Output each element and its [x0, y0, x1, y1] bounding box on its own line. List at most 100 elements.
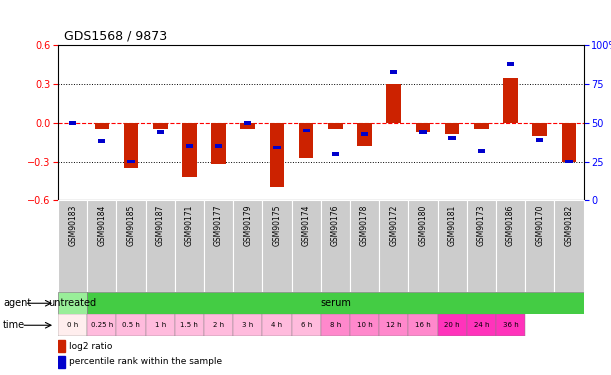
Text: GDS1568 / 9873: GDS1568 / 9873	[64, 29, 167, 42]
Text: GSM90180: GSM90180	[419, 205, 428, 246]
Bar	[350, 314, 379, 336]
Bar	[153, 123, 167, 129]
Text: GSM90170: GSM90170	[535, 205, 544, 246]
Bar	[419, 130, 426, 134]
Bar	[321, 314, 350, 336]
Text: 6 h: 6 h	[301, 322, 312, 328]
Bar	[478, 149, 485, 153]
Bar	[291, 200, 321, 292]
Bar	[302, 129, 310, 132]
Bar	[145, 200, 175, 292]
Bar	[117, 314, 145, 336]
Text: untreated: untreated	[49, 298, 97, 308]
Bar	[175, 200, 204, 292]
Bar	[474, 123, 489, 129]
Text: GSM90187: GSM90187	[156, 205, 165, 246]
Bar	[87, 200, 117, 292]
Bar	[299, 123, 313, 158]
Text: GSM90186: GSM90186	[506, 205, 515, 246]
Text: log2 ratio: log2 ratio	[68, 342, 112, 351]
Text: GSM90185: GSM90185	[126, 205, 136, 246]
Bar	[233, 200, 262, 292]
Text: 10 h: 10 h	[357, 322, 373, 328]
Text: GSM90179: GSM90179	[243, 205, 252, 246]
Text: 1.5 h: 1.5 h	[180, 322, 199, 328]
Text: 16 h: 16 h	[415, 322, 431, 328]
Text: time: time	[3, 320, 25, 330]
Bar	[507, 62, 514, 66]
Bar	[182, 123, 197, 177]
Bar	[273, 146, 280, 150]
Bar	[269, 123, 284, 188]
Text: GSM90176: GSM90176	[331, 205, 340, 246]
Bar	[117, 200, 145, 292]
Text: 0.25 h: 0.25 h	[90, 322, 113, 328]
Bar	[503, 78, 518, 123]
Bar	[408, 314, 437, 336]
Bar	[437, 200, 467, 292]
Text: percentile rank within the sample: percentile rank within the sample	[68, 357, 222, 366]
Bar	[204, 314, 233, 336]
Bar	[536, 138, 543, 142]
Bar	[321, 200, 350, 292]
Text: 12 h: 12 h	[386, 322, 401, 328]
Bar	[467, 314, 496, 336]
Bar	[233, 314, 262, 336]
Bar	[496, 200, 525, 292]
Bar	[565, 160, 573, 164]
Bar	[175, 314, 204, 336]
Text: GSM90172: GSM90172	[389, 205, 398, 246]
Text: 1 h: 1 h	[155, 322, 166, 328]
Text: GSM90173: GSM90173	[477, 205, 486, 246]
Bar	[58, 200, 87, 292]
Bar	[186, 144, 193, 148]
Text: GSM90183: GSM90183	[68, 205, 77, 246]
Bar	[123, 123, 138, 168]
Bar	[58, 356, 65, 368]
Text: serum: serum	[320, 298, 351, 308]
Bar	[415, 123, 430, 132]
Bar	[350, 200, 379, 292]
Text: GSM90182: GSM90182	[565, 205, 573, 246]
Bar	[145, 314, 175, 336]
Bar	[332, 152, 339, 156]
Bar	[69, 121, 76, 124]
Bar	[58, 292, 87, 314]
Text: GSM90177: GSM90177	[214, 205, 223, 246]
Bar	[58, 340, 65, 352]
Text: 2 h: 2 h	[213, 322, 224, 328]
Text: 20 h: 20 h	[444, 322, 460, 328]
Text: GSM90174: GSM90174	[302, 205, 310, 246]
Text: GSM90178: GSM90178	[360, 205, 369, 246]
Bar	[525, 200, 554, 292]
Text: 8 h: 8 h	[330, 322, 341, 328]
Bar	[379, 200, 408, 292]
Bar	[244, 121, 252, 124]
Bar	[437, 314, 467, 336]
Text: GSM90184: GSM90184	[97, 205, 106, 246]
Text: 36 h: 36 h	[503, 322, 518, 328]
Text: 24 h: 24 h	[474, 322, 489, 328]
Bar	[87, 314, 117, 336]
Bar	[554, 200, 584, 292]
Text: 0.5 h: 0.5 h	[122, 322, 140, 328]
Text: GSM90171: GSM90171	[185, 205, 194, 246]
Bar	[361, 132, 368, 135]
Bar	[496, 314, 525, 336]
Text: 3 h: 3 h	[242, 322, 254, 328]
Bar	[211, 123, 226, 164]
Bar	[95, 123, 109, 129]
Text: 4 h: 4 h	[271, 322, 282, 328]
Bar	[241, 123, 255, 129]
Bar	[562, 123, 576, 162]
Text: GSM90175: GSM90175	[273, 205, 282, 246]
Text: GSM90181: GSM90181	[448, 205, 456, 246]
Text: 0 h: 0 h	[67, 322, 78, 328]
Bar	[328, 123, 343, 129]
Bar	[262, 200, 291, 292]
Bar	[445, 123, 459, 134]
Bar	[262, 314, 291, 336]
Bar	[156, 130, 164, 134]
Bar	[408, 200, 437, 292]
Bar	[357, 123, 372, 146]
